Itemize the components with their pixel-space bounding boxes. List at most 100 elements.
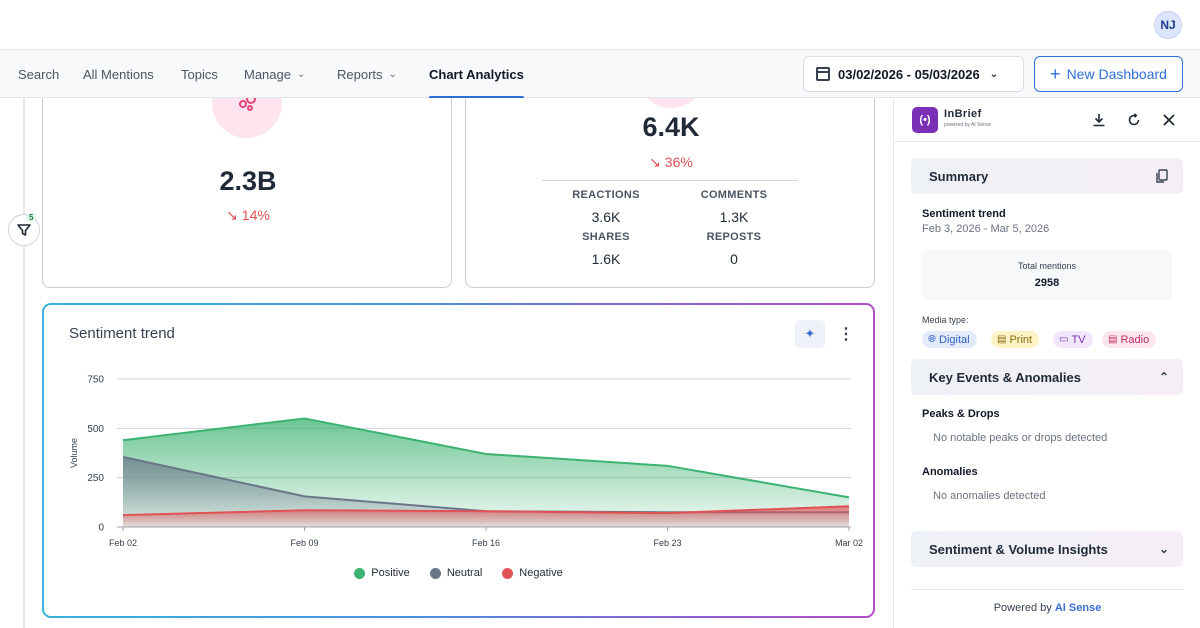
insights-section-header[interactable]: Sentiment & Volume Insights ⌄ [911,531,1183,567]
x-tick-label: Feb 02 [109,538,137,548]
panel-brand-sub: powered by AI Sense [944,122,992,128]
legend-item-positive[interactable]: Positive [354,567,410,579]
filter-icon [17,224,31,236]
panel-divider [911,589,1183,590]
y-tick-label: 250 [87,473,104,484]
kebab-icon: ⋮ [838,326,854,343]
metric-comments: COMMENTS 1.3K [670,189,798,225]
copy-icon[interactable] [1155,158,1169,194]
nav-chart-analytics-label: Chart Analytics [429,66,524,82]
metric-value: 1.3K [719,209,749,225]
key-events-title: Key Events & Anomalies [929,369,1081,385]
chart-title: Sentiment trend [69,325,175,342]
metric-value: 3.6K [591,209,621,225]
peaks-title: Peaks & Drops [922,408,1000,420]
top-bar: NJ [0,0,1200,50]
legend-swatch [429,567,441,579]
nav-reports[interactable]: Reports ⌄ [337,50,397,98]
legend-label: Neutral [446,567,483,579]
chevron-down-icon: ⌄ [989,68,999,80]
main-nav: Search All Mentions Topics Manage ⌄ Repor… [0,50,1200,99]
user-avatar[interactable]: NJ [1154,11,1182,39]
nav-search[interactable]: Search [18,50,59,98]
x-tick-label: Feb 23 [653,538,681,548]
chip-print[interactable]: ▤ Print [991,331,1040,348]
anomalies-text: No anomalies detected [933,490,1046,502]
radio-icon: ▤ [1108,334,1118,345]
summary-title: Summary [929,168,989,184]
nav-search-label: Search [18,66,60,82]
chevron-down-icon: ⌄ [388,68,397,80]
more-options-button[interactable]: ⋮ [838,320,854,348]
peaks-text: No notable peaks or drops detected [933,432,1108,444]
reach-card: 2.3B ↘ 14% [42,98,452,288]
nav-all-mentions[interactable]: All Mentions [83,50,154,98]
chevron-down-icon: ⌄ [1158,542,1169,556]
total-mentions-value: 2958 [1034,277,1060,289]
trend-dates: Feb 3, 2026 - Mar 5, 2026 [922,223,1050,235]
powered-brand: AI Sense [1054,602,1102,614]
nav-chart-analytics[interactable]: Chart Analytics [429,50,524,99]
total-mentions-label: Total mentions [1017,261,1077,271]
trend-title: Sentiment trend [922,208,1006,220]
insights-title: Sentiment & Volume Insights [929,541,1108,557]
legend-item-negative[interactable]: Negative [502,567,563,579]
metric-label: COMMENTS [700,189,768,201]
legend-label: Positive [371,567,410,579]
powered-prefix: Powered by [993,602,1052,614]
nav-all-mentions-label: All Mentions [83,66,154,82]
inbrief-panel: (•) InBrief powered by AI Sense Summary … [893,98,1200,628]
key-events-section-header[interactable]: Key Events & Anomalies ⌃ [911,359,1183,395]
calendar-icon [816,67,830,81]
chip-label: Radio [1120,333,1150,346]
area-negative [123,506,849,527]
metric-reposts: REPOSTS 0 [670,231,798,267]
main-content: 5 2.3B ↘ 14% 6.4K ↘ 36% REACTIONS 3.6K C… [0,98,893,628]
y-tick-label: 500 [87,424,104,435]
newspaper-icon: ▤ [997,334,1007,345]
engagement-delta: ↘ 36% [649,154,693,170]
filter-count-badge: 5 [26,213,37,222]
y-axis-label: Volume [69,438,79,468]
engagement-metrics: REACTIONS 3.6K COMMENTS 1.3K SHARES 1.6K… [542,180,798,267]
download-icon[interactable] [1089,110,1109,130]
legend-item-neutral[interactable]: Neutral [429,567,483,579]
date-range-picker[interactable]: 03/02/2026 - 05/03/2026 ⌄ [803,56,1024,92]
nav-topics-label: Topics [181,66,218,82]
chip-radio[interactable]: ▤ Radio [1102,331,1157,348]
inbrief-logo-icon: (•) [912,107,938,133]
chip-tv[interactable]: ▭ TV [1053,331,1093,348]
nav-manage-label: Manage [244,66,291,82]
total-mentions-box: Total mentions 2958 [922,250,1172,300]
chevron-down-icon: ⌄ [296,68,306,80]
ai-insight-button[interactable]: ✦ [795,320,825,348]
panel-brand: InBrief [944,108,982,120]
summary-section-header[interactable]: Summary [911,158,1183,194]
legend-swatch [354,567,366,579]
metric-value: 0 [730,251,738,267]
reach-delta: ↘ 14% [226,207,270,223]
timeline-line [23,98,25,628]
new-dashboard-button[interactable]: + New Dashboard [1034,56,1183,92]
nav-reports-label: Reports [337,66,383,82]
close-icon[interactable] [1159,110,1179,130]
panel-header: (•) InBrief powered by AI Sense [894,98,1200,142]
chip-digital[interactable]: 🌐︎ Digital [922,331,977,348]
powered-by: Powered by AI Sense [894,602,1200,614]
sentiment-trend-card: Sentiment trend ✦ ⋮ 0 250 500 750 Volume Feb … [42,303,875,618]
refresh-icon[interactable] [1124,110,1144,130]
chip-label: TV [1071,333,1086,346]
y-tick-label: 0 [98,523,104,534]
anomalies-title: Anomalies [922,466,978,478]
metric-label: SHARES [582,231,630,243]
media-type-label: Media type: [922,315,969,325]
engagement-value: 6.4K [642,112,700,142]
nav-manage[interactable]: Manage ⌄ [244,50,305,98]
sparkle-icon: ✦ [804,326,816,341]
nav-topics[interactable]: Topics [181,50,218,98]
plus-icon: + [1050,63,1061,84]
tv-icon: ▭ [1059,334,1069,345]
chip-label: Print [1009,333,1033,346]
reach-value: 2.3B [219,166,277,196]
metric-value: 1.6K [591,251,621,267]
